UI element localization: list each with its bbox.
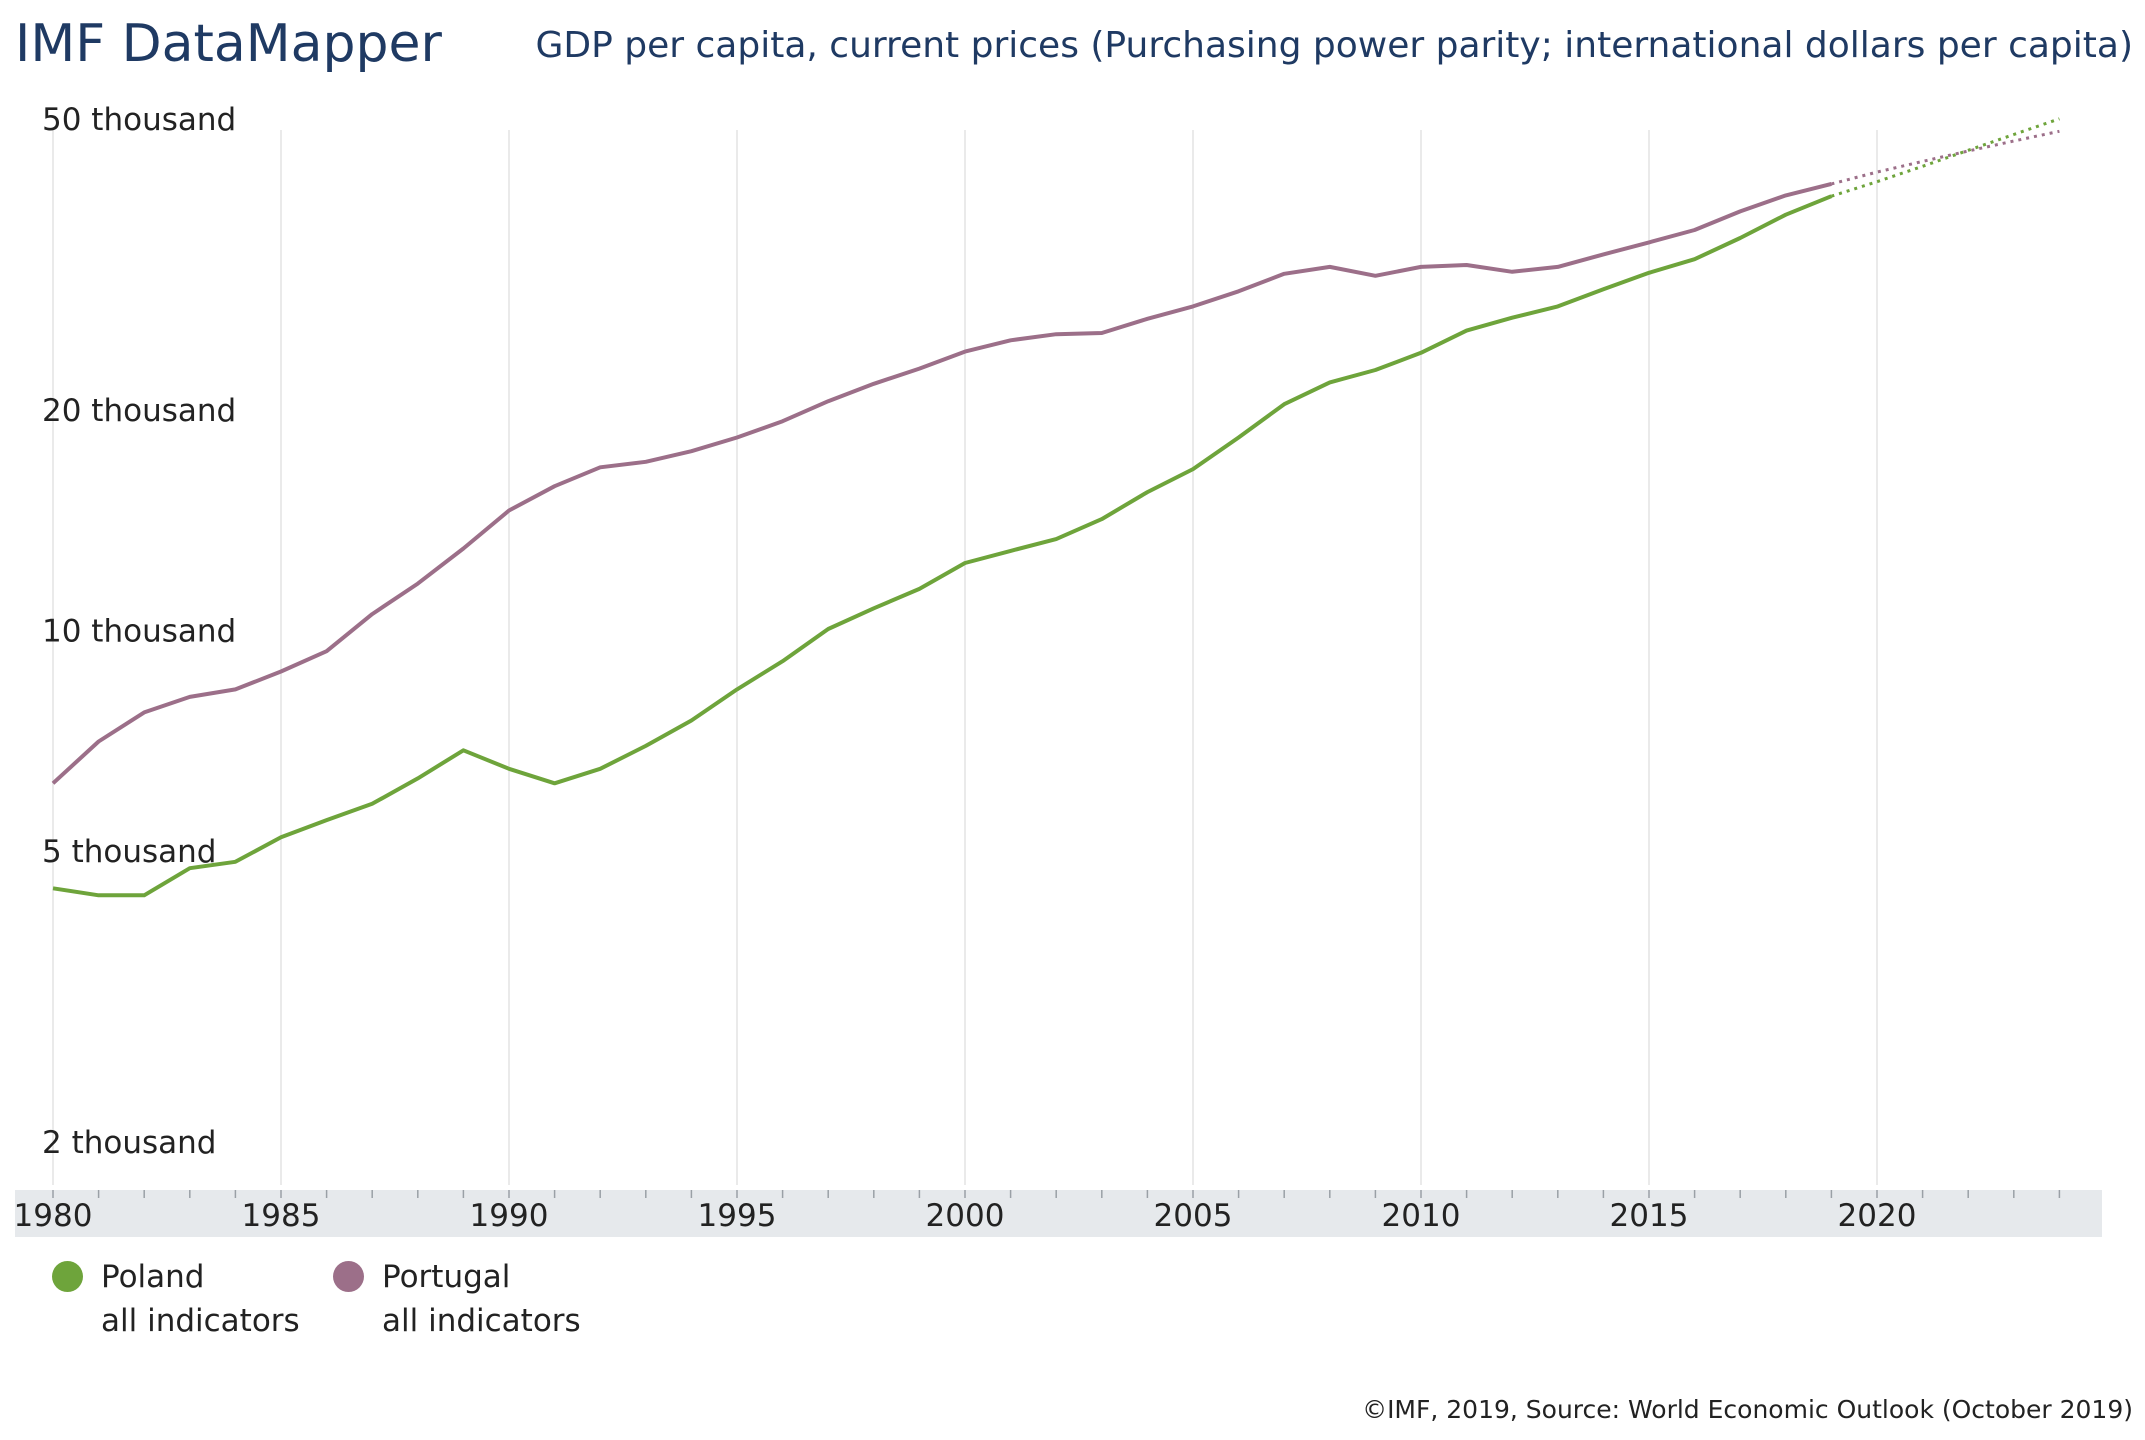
- series-lines: [51, 117, 2060, 898]
- x-tick-label-1980: 1980: [14, 1198, 93, 1234]
- x-axis-band: [15, 1190, 2102, 1237]
- legend-sub-poland: all indicators: [101, 1303, 300, 1339]
- legend-item-portugal[interactable]: Portugal all indicators: [333, 1255, 581, 1343]
- x-tick-label-2020: 2020: [1838, 1198, 1917, 1234]
- x-tick-label-2005: 2005: [1154, 1198, 1233, 1234]
- x-tick-label-2000: 2000: [926, 1198, 1005, 1234]
- series-line-poland: [52, 194, 1833, 898]
- legend-item-poland[interactable]: Poland all indicators: [52, 1255, 300, 1343]
- x-tick-label-1990: 1990: [470, 1198, 549, 1234]
- portugal-color-dot: [333, 1261, 364, 1292]
- legend-label-poland: Poland: [101, 1259, 205, 1295]
- series-line-portugal: [51, 181, 1832, 785]
- poland-color-dot: [52, 1261, 83, 1292]
- source-footer: ©IMF, 2019, Source: World Economic Outlo…: [1362, 1395, 2133, 1424]
- legend-sub-portugal: all indicators: [382, 1303, 581, 1339]
- x-tick-label-2015: 2015: [1610, 1198, 1689, 1234]
- series-projection-poland: [1830, 117, 2060, 198]
- legend-label-portugal: Portugal: [382, 1259, 511, 1295]
- chart-title: GDP per capita, current prices (Purchasi…: [535, 25, 2134, 66]
- y-tick-label: 50 thousand: [42, 102, 236, 138]
- x-tick-label-1985: 1985: [242, 1198, 321, 1234]
- y-tick-label: 20 thousand: [42, 393, 236, 429]
- x-axis: 1980 1985 1990 1995 2000 2005 2010 2015 2020: [14, 1190, 2061, 1234]
- x-tick-label-1995: 1995: [698, 1198, 777, 1234]
- y-axis: 50 thousand 20 thousand 10 thousand 5 thous…: [42, 102, 236, 1161]
- y-tick-label: 2 thousand: [42, 1125, 216, 1161]
- y-tick-label: 10 thousand: [42, 614, 236, 650]
- y-tick-label: 5 thousand: [42, 834, 216, 870]
- app-title: IMF DataMapper: [15, 14, 442, 74]
- x-tick-label-2010: 2010: [1382, 1198, 1461, 1234]
